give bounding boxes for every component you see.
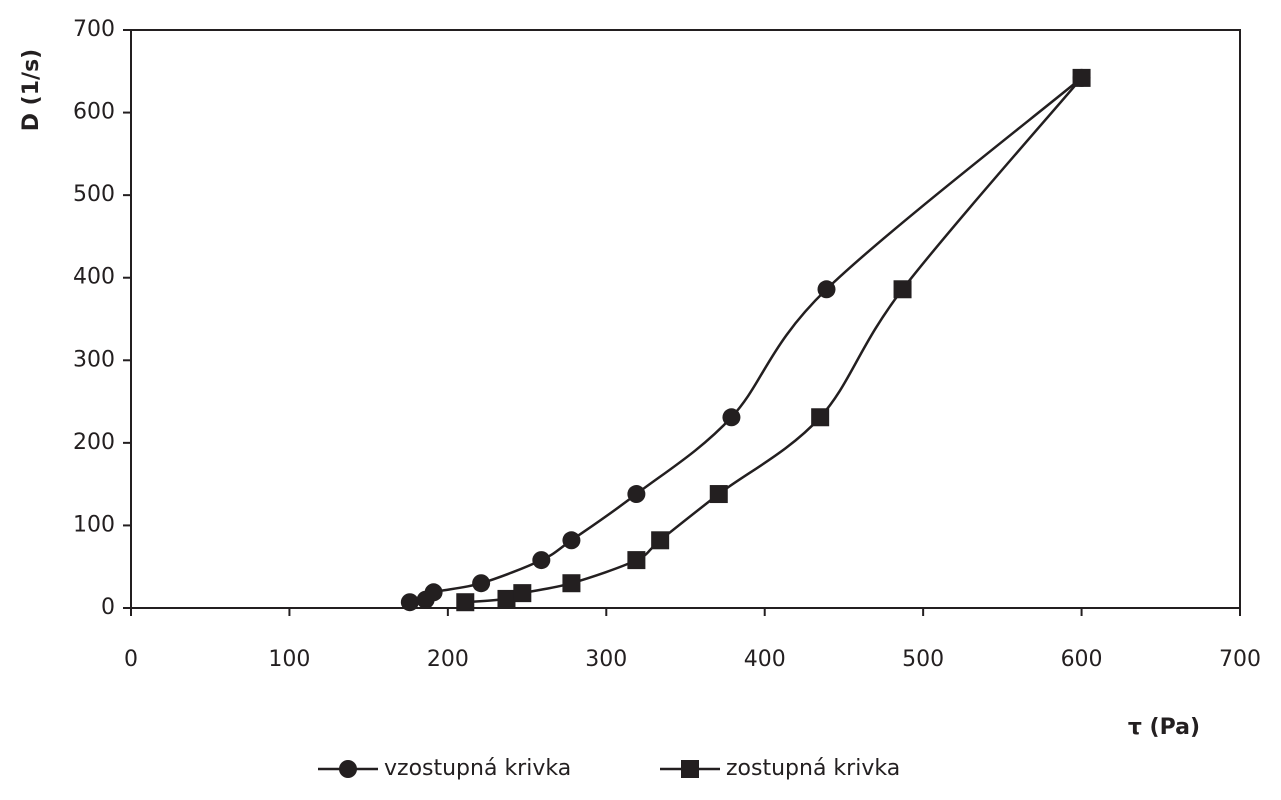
marker: [472, 574, 491, 593]
marker: [817, 280, 836, 299]
marker: [651, 531, 670, 550]
marker: [627, 551, 646, 570]
y-tick-label: 200: [73, 430, 115, 455]
legend-label: zostupná krivka: [726, 756, 900, 781]
legend-marker: [681, 760, 699, 778]
marker: [562, 574, 581, 593]
plot-frame: [130, 29, 1241, 609]
x-tick-label: 200: [427, 647, 469, 672]
marker: [627, 485, 646, 504]
y-tick-label: 100: [73, 512, 115, 537]
marker: [456, 593, 475, 612]
y-tick-label: 400: [73, 265, 115, 290]
y-tick-label: 300: [73, 347, 115, 372]
y-tick-label: 700: [73, 17, 115, 42]
marker: [893, 280, 912, 299]
x-tick-label: 600: [1061, 647, 1103, 672]
marker: [811, 408, 830, 427]
y-tick-label: 500: [73, 182, 115, 207]
marker: [400, 593, 419, 612]
marker: [424, 583, 443, 602]
x-tick-label: 700: [1219, 647, 1261, 672]
marker: [532, 551, 551, 570]
x-tick-label: 300: [585, 647, 627, 672]
legend-label: vzostupná krivka: [384, 756, 571, 781]
y-axis-title: D (1/s): [19, 49, 44, 131]
x-tick-label: 400: [744, 647, 786, 672]
x-tick-label: 100: [268, 647, 310, 672]
series-line: [409, 76, 1083, 604]
x-tick-label: 0: [124, 647, 138, 672]
marker: [709, 485, 728, 504]
marker: [1072, 68, 1091, 87]
series-line: [465, 77, 1083, 604]
y-tick-label: 0: [101, 595, 115, 620]
marker: [497, 589, 516, 608]
y-tick-label: 600: [73, 100, 115, 125]
x-tick-label: 500: [902, 647, 944, 672]
marker: [562, 531, 581, 550]
marker: [513, 584, 532, 603]
legend-marker: [339, 760, 357, 778]
x-axis-title: τ (Pa): [1128, 715, 1200, 740]
marker: [722, 408, 741, 427]
